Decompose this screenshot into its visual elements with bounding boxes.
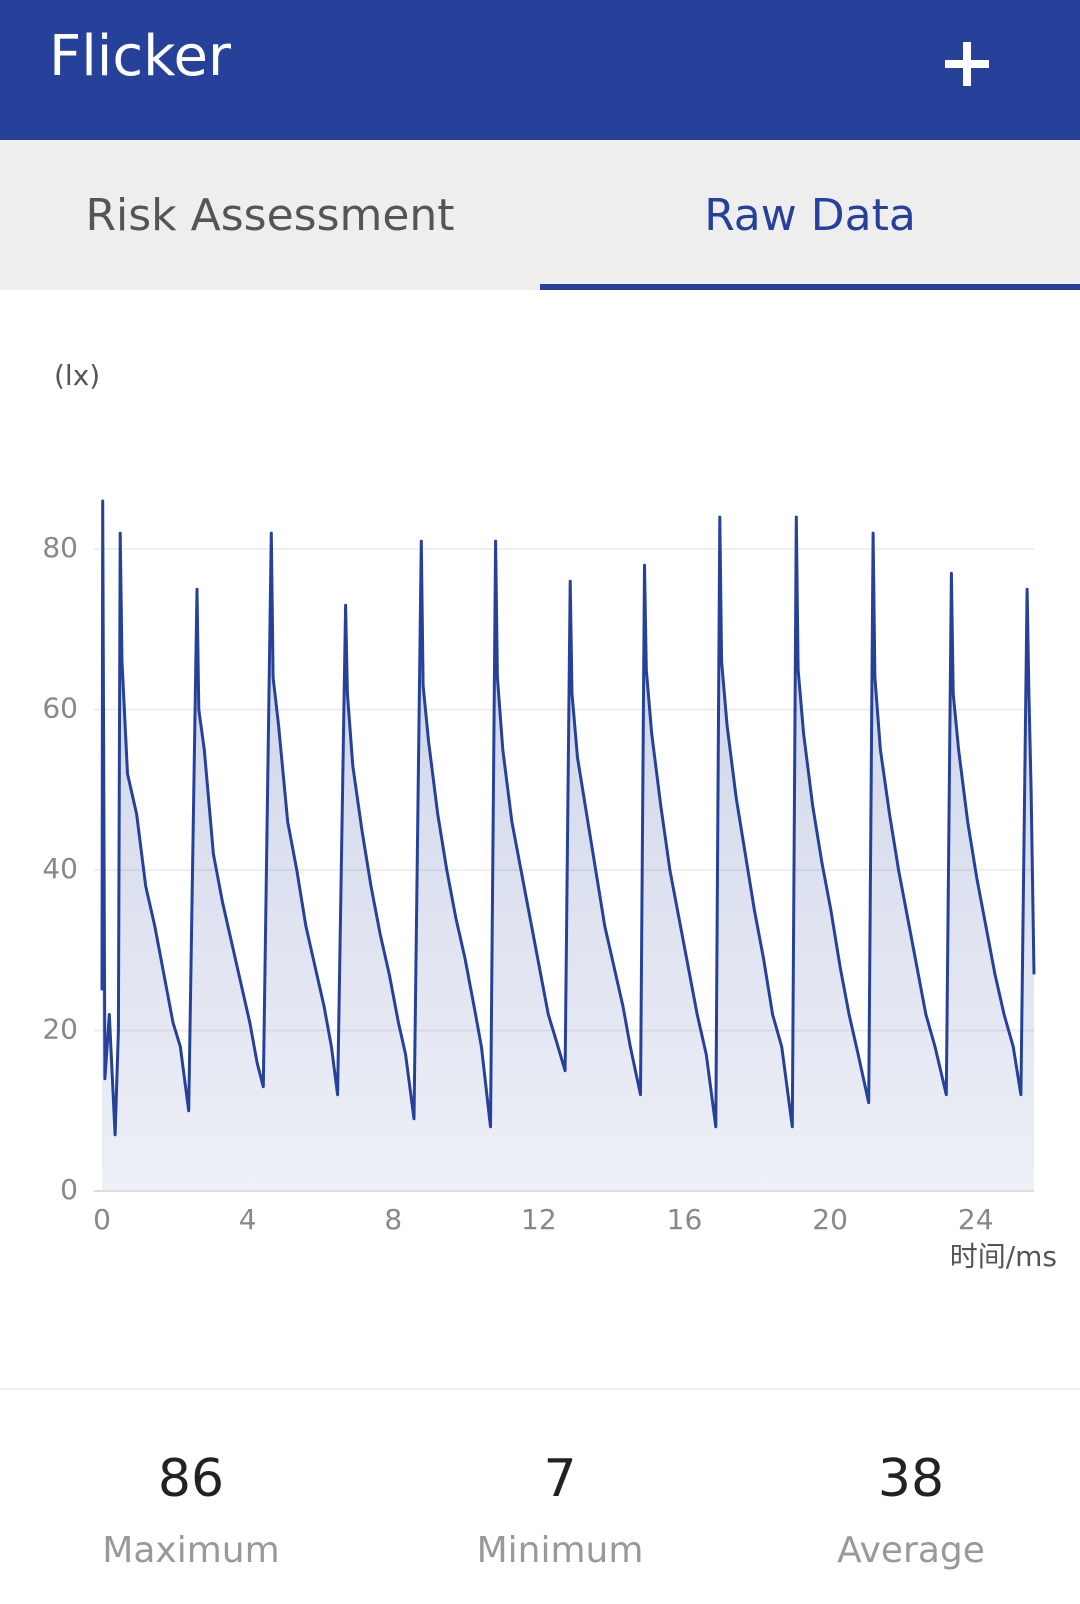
y-tick-label: 80 (42, 531, 78, 564)
stat-label: Minimum (477, 1530, 644, 1571)
y-tick-label: 60 (42, 692, 78, 725)
stat-value: 7 (543, 1449, 576, 1509)
app-bar (0, 0, 1080, 140)
add-button[interactable] (930, 30, 1000, 100)
stat-label: Maximum (102, 1530, 279, 1571)
tab-bar (0, 140, 1080, 290)
y-tick-label: 40 (42, 852, 78, 885)
stat-label: Average (837, 1530, 985, 1571)
app-title: Flicker (49, 24, 232, 89)
data-line (100, 499, 1036, 1137)
y-axis-label: (lx) (54, 359, 100, 392)
x-tick-label: 0 (93, 1203, 111, 1236)
x-tick-label: 12 (521, 1203, 557, 1236)
stat-value: 38 (878, 1449, 944, 1509)
tab-indicator (540, 284, 1080, 290)
x-tick-label: 20 (812, 1203, 848, 1236)
x-tick-label: 4 (239, 1203, 257, 1236)
x-axis-label: 时间/ms (950, 1240, 1057, 1273)
x-tick-label: 8 (384, 1203, 402, 1236)
tab[interactable]: Raw Data (704, 190, 916, 241)
y-tick-label: 20 (42, 1013, 78, 1046)
y-tick-label: 0 (60, 1173, 78, 1206)
tab[interactable]: Risk Assessment (85, 190, 454, 241)
stat-value: 86 (158, 1449, 224, 1509)
x-tick-label: 16 (667, 1203, 703, 1236)
x-tick-label: 24 (958, 1203, 994, 1236)
